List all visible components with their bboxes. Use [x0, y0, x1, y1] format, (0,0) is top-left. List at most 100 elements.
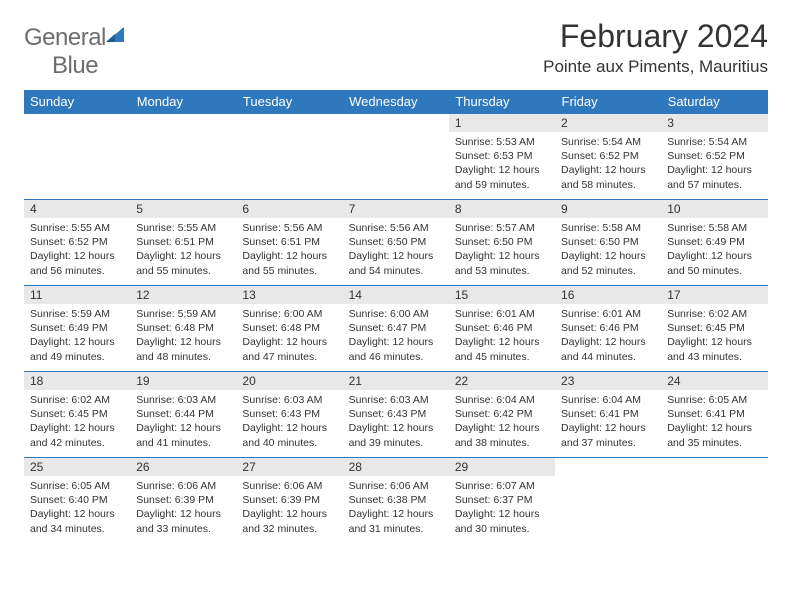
location: Pointe aux Piments, Mauritius	[543, 57, 768, 77]
day-details: Sunrise: 5:54 AMSunset: 6:52 PMDaylight:…	[661, 132, 767, 196]
calendar-day-cell: 28Sunrise: 6:06 AMSunset: 6:38 PMDayligh…	[343, 458, 449, 544]
day-number: 10	[661, 200, 767, 218]
calendar-body: 1Sunrise: 5:53 AMSunset: 6:53 PMDaylight…	[24, 114, 768, 544]
brand-text: General Blue	[24, 24, 126, 80]
day-details: Sunrise: 6:06 AMSunset: 6:39 PMDaylight:…	[236, 476, 342, 540]
calendar-day-cell: 26Sunrise: 6:06 AMSunset: 6:39 PMDayligh…	[130, 458, 236, 544]
day-number: 24	[661, 372, 767, 390]
calendar-day-cell: 22Sunrise: 6:04 AMSunset: 6:42 PMDayligh…	[449, 372, 555, 458]
calendar-day-cell	[661, 458, 767, 544]
calendar-day-cell: 12Sunrise: 5:59 AMSunset: 6:48 PMDayligh…	[130, 286, 236, 372]
sunrise-line: Sunrise: 6:00 AM	[242, 308, 322, 320]
month-title: February 2024	[543, 18, 768, 55]
daylight-line: Daylight: 12 hours and 57 minutes.	[667, 164, 752, 190]
sunset-line: Sunset: 6:50 PM	[349, 236, 427, 248]
calendar-week-row: 11Sunrise: 5:59 AMSunset: 6:49 PMDayligh…	[24, 286, 768, 372]
daylight-line: Daylight: 12 hours and 55 minutes.	[136, 250, 221, 276]
day-details: Sunrise: 5:56 AM Sunset: 6:50 PM Daylight:…	[343, 218, 449, 282]
calendar-page: General Blue February 2024 Pointe aux Pi…	[0, 0, 792, 558]
day-details: Sunrise: 5:59 AMSunset: 6:48 PMDaylight:…	[130, 304, 236, 368]
daylight-line: Daylight: 12 hours and 39 minutes.	[349, 422, 434, 448]
calendar-day-cell: 24Sunrise: 6:05 AMSunset: 6:41 PMDayligh…	[661, 372, 767, 458]
sunset-line: Sunset: 6:43 PM	[349, 408, 427, 420]
calendar-day-cell: 16Sunrise: 6:01 AMSunset: 6:46 PMDayligh…	[555, 286, 661, 372]
day-number: 8	[449, 200, 555, 218]
sunrise-line: Sunrise: 5:56 AM	[349, 222, 429, 234]
sunset-line: Sunset: 6:38 PM	[349, 494, 427, 506]
day-number: 13	[236, 286, 342, 304]
weekday-header: Friday	[555, 90, 661, 114]
sunset-line: Sunset: 6:50 PM	[561, 236, 639, 248]
daylight-line: Daylight: 12 hours and 54 minutes.	[349, 250, 434, 276]
sunrise-line: Sunrise: 6:06 AM	[242, 480, 322, 492]
weekday-header: Saturday	[661, 90, 767, 114]
calendar-day-cell: 21Sunrise: 6:03 AMSunset: 6:43 PMDayligh…	[343, 372, 449, 458]
day-number: 26	[130, 458, 236, 476]
day-number: 12	[130, 286, 236, 304]
daylight-line: Daylight: 12 hours and 35 minutes.	[667, 422, 752, 448]
sunset-line: Sunset: 6:51 PM	[136, 236, 214, 248]
day-details: Sunrise: 5:55 AMSunset: 6:51 PMDaylight:…	[130, 218, 236, 282]
sunset-line: Sunset: 6:41 PM	[561, 408, 639, 420]
sunrise-line: Sunrise: 6:01 AM	[455, 308, 535, 320]
calendar-day-cell: 9Sunrise: 5:58 AMSunset: 6:50 PMDaylight…	[555, 200, 661, 286]
calendar-day-cell: 10Sunrise: 5:58 AMSunset: 6:49 PMDayligh…	[661, 200, 767, 286]
sunrise-line: Sunrise: 5:57 AM	[455, 222, 535, 234]
brand-logo: General Blue	[24, 18, 126, 80]
day-number: 21	[343, 372, 449, 390]
calendar-day-cell: 8Sunrise: 5:57 AMSunset: 6:50 PMDaylight…	[449, 200, 555, 286]
day-number: 25	[24, 458, 130, 476]
calendar-day-cell: 29Sunrise: 6:07 AMSunset: 6:37 PMDayligh…	[449, 458, 555, 544]
daylight-line: Daylight: 12 hours and 37 minutes.	[561, 422, 646, 448]
calendar-day-cell: 5Sunrise: 5:55 AMSunset: 6:51 PMDaylight…	[130, 200, 236, 286]
calendar-day-cell	[236, 114, 342, 200]
day-details: Sunrise: 5:56 AMSunset: 6:51 PMDaylight:…	[236, 218, 342, 282]
day-details: Sunrise: 6:00 AMSunset: 6:47 PMDaylight:…	[343, 304, 449, 368]
day-details: Sunrise: 5:58 AMSunset: 6:50 PMDaylight:…	[555, 218, 661, 282]
day-details: Sunrise: 6:02 AMSunset: 6:45 PMDaylight:…	[661, 304, 767, 368]
calendar-day-cell	[130, 114, 236, 200]
calendar-day-cell: 20Sunrise: 6:03 AMSunset: 6:43 PMDayligh…	[236, 372, 342, 458]
weekday-header: Monday	[130, 90, 236, 114]
sunset-line: Sunset: 6:48 PM	[136, 322, 214, 334]
sunrise-line: Sunrise: 6:06 AM	[136, 480, 216, 492]
calendar-day-cell: 4Sunrise: 5:55 AMSunset: 6:52 PMDaylight…	[24, 200, 130, 286]
day-number: 6	[236, 200, 342, 218]
day-number: 5	[130, 200, 236, 218]
day-number: 17	[661, 286, 767, 304]
weekday-header: Tuesday	[236, 90, 342, 114]
sunrise-line: Sunrise: 6:02 AM	[667, 308, 747, 320]
sunset-line: Sunset: 6:46 PM	[455, 322, 533, 334]
day-details: Sunrise: 6:03 AMSunset: 6:44 PMDaylight:…	[130, 390, 236, 454]
calendar-day-cell: 14Sunrise: 6:00 AMSunset: 6:47 PMDayligh…	[343, 286, 449, 372]
daylight-line: Daylight: 12 hours and 41 minutes.	[136, 422, 221, 448]
sunset-line: Sunset: 6:52 PM	[561, 150, 639, 162]
daylight-line: Daylight: 12 hours and 33 minutes.	[136, 508, 221, 534]
daylight-line: Daylight: 12 hours and 42 minutes.	[30, 422, 115, 448]
calendar-day-cell	[555, 458, 661, 544]
day-number: 7	[343, 200, 449, 218]
day-number: 1	[449, 114, 555, 132]
brand-line1: General	[24, 24, 106, 51]
day-details: Sunrise: 6:05 AMSunset: 6:40 PMDaylight:…	[24, 476, 130, 540]
sunrise-line: Sunrise: 6:04 AM	[561, 394, 641, 406]
daylight-line: Daylight: 12 hours and 44 minutes.	[561, 336, 646, 362]
day-details: Sunrise: 6:06 AMSunset: 6:39 PMDaylight:…	[130, 476, 236, 540]
sunset-line: Sunset: 6:48 PM	[242, 322, 320, 334]
day-number: 9	[555, 200, 661, 218]
calendar-weekday-header: SundayMondayTuesdayWednesdayThursdayFrid…	[24, 90, 768, 114]
calendar-week-row: 18Sunrise: 6:02 AMSunset: 6:45 PMDayligh…	[24, 372, 768, 458]
header: General Blue February 2024 Pointe aux Pi…	[24, 18, 768, 80]
daylight-line: Daylight: 12 hours and 46 minutes.	[349, 336, 434, 362]
calendar-day-cell: 2Sunrise: 5:54 AMSunset: 6:52 PMDaylight…	[555, 114, 661, 200]
day-number: 29	[449, 458, 555, 476]
sunset-line: Sunset: 6:46 PM	[561, 322, 639, 334]
sunset-line: Sunset: 6:37 PM	[455, 494, 533, 506]
weekday-header: Sunday	[24, 90, 130, 114]
weekday-header: Thursday	[449, 90, 555, 114]
day-details: Sunrise: 6:00 AMSunset: 6:48 PMDaylight:…	[236, 304, 342, 368]
daylight-line: Daylight: 12 hours and 30 minutes.	[455, 508, 540, 534]
day-number: 14	[343, 286, 449, 304]
day-details: Sunrise: 6:06 AMSunset: 6:38 PMDaylight:…	[343, 476, 449, 540]
daylight-line: Daylight: 12 hours and 32 minutes.	[242, 508, 327, 534]
